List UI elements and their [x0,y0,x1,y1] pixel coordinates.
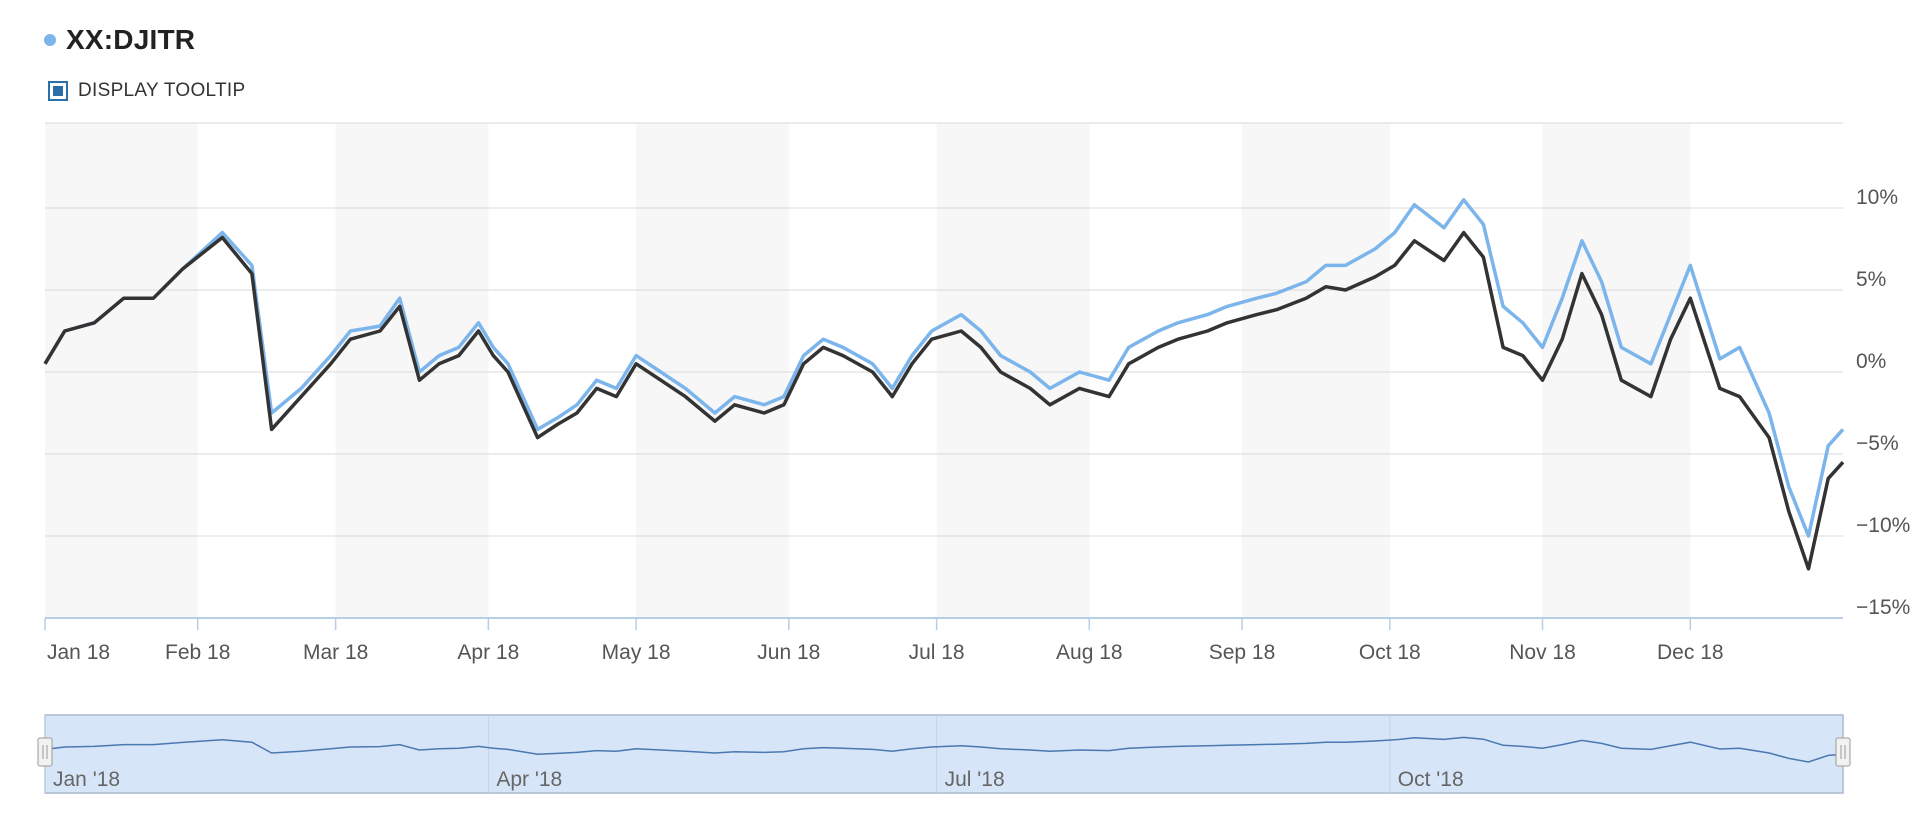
x-tick-label: Jan 18 [47,641,110,664]
grid-lines [45,122,1843,619]
handle-grip-icon [37,737,53,767]
navigator-series-line [44,736,1844,763]
y-tick-label: −10% [1856,514,1910,537]
navigator-tick-label: Jan '18 [53,768,120,791]
series-line-1[interactable] [43,198,1845,538]
x-tick-label: Oct 18 [1359,641,1421,664]
x-tick-label: Aug 18 [1056,641,1123,664]
display-tooltip-toggle[interactable]: DISPLAY TOOLTIP [48,80,245,102]
checkbox-check-icon [53,86,63,96]
x-tick-label: Jun 18 [757,641,820,664]
y-axis: 10% 5% 0% −5% −10% −15% [1856,186,1910,619]
handle-grip-icon [1835,737,1851,767]
legend-label: XX:DJITR [66,24,196,55]
navigator-right-handle[interactable] [1835,737,1851,767]
x-tick-label: Nov 18 [1509,641,1576,664]
y-tick-label: −15% [1856,596,1910,619]
navigator-mask[interactable] [44,714,1844,794]
x-tick-label: Dec 18 [1657,641,1724,664]
y-tick-label: −5% [1856,432,1899,455]
tooltip-label: DISPLAY TOOLTIP [78,80,246,101]
y-tick-label: 5% [1856,268,1886,291]
x-tick-label: May 18 [602,641,671,664]
navigator-tick-label: Jul '18 [945,768,1005,791]
month-band [1242,123,1390,618]
legend-item[interactable]: XX:DJITR [44,22,195,58]
x-tick-label: Sep 18 [1209,641,1276,664]
month-band [335,123,489,618]
x-tick-label: Apr 18 [457,641,519,664]
month-band [936,123,1090,618]
x-axis: Jan 18 Feb 18 Mar 18 Apr 18 May 18 Jun 18 Jul … [44,618,1724,664]
month-band [1542,123,1691,618]
x-tick-label: Feb 18 [165,641,230,664]
y-tick-label: 10% [1856,186,1898,209]
navigator-tick-label: Apr '18 [496,768,562,791]
navigator-tick-label: Oct '18 [1398,768,1464,791]
series-group [43,198,1845,571]
month-band [45,123,198,618]
x-tick-label: Mar 18 [303,641,368,664]
navigator-left-handle[interactable] [37,737,53,767]
navigator[interactable]: Jan '18 Apr '18 Jul '18 Oct '18 [37,714,1851,794]
y-tick-label: 0% [1856,350,1886,373]
legend-dot-icon [44,34,56,46]
series-line-2[interactable] [43,230,1845,571]
x-tick-label: Jul 18 [909,641,965,664]
tooltip-checkbox[interactable] [48,81,68,101]
